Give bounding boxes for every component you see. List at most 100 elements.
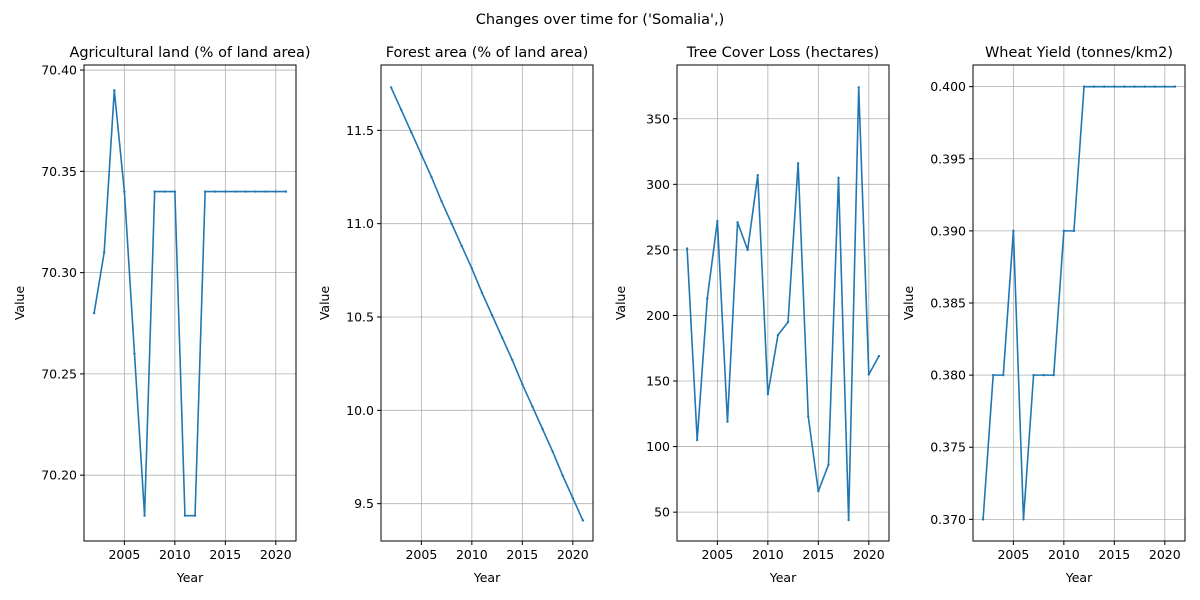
- data-point: [756, 173, 759, 177]
- data-point: [163, 190, 166, 193]
- x-tick-label: 2005: [108, 547, 140, 562]
- data-point: [480, 291, 484, 294]
- x-tick-label: 2020: [557, 547, 589, 562]
- data-point: [470, 267, 474, 270]
- data-point: [143, 514, 146, 517]
- x-tick-label: 2020: [260, 547, 292, 562]
- data-point: [837, 176, 840, 179]
- data-point: [1052, 373, 1055, 377]
- subplot-2: 2005 2010 2015 2020 9.5 10.0 10.5 11.0 11.5 Fores…: [317, 45, 594, 585]
- data-point: [440, 200, 443, 203]
- data-point: [450, 222, 453, 225]
- data-point: [102, 251, 106, 254]
- data-point: [857, 86, 860, 89]
- data-point: [716, 219, 719, 223]
- x-tick-label: 2015: [802, 547, 834, 562]
- data-point: [531, 405, 534, 408]
- data-point: [827, 463, 830, 467]
- x-tick-label: 2010: [752, 547, 784, 562]
- data-point: [1103, 85, 1106, 88]
- subplot-title: Wheat Yield (tonnes/km2): [985, 45, 1173, 61]
- data-point: [706, 297, 709, 300]
- data-point: [274, 190, 278, 193]
- y-tick-label: 300: [646, 177, 670, 192]
- data-point: [1032, 373, 1035, 377]
- plot-frame: [972, 64, 1186, 542]
- subplot-title: Forest area (% of land area): [386, 45, 589, 61]
- data-point: [796, 162, 800, 165]
- plot-frame: [380, 64, 594, 542]
- subplot-4: 2005 2010 2015 2020 0.370 0.375 0.380 0.385 0.39…: [901, 45, 1186, 585]
- x-tick-label: 2005: [997, 547, 1029, 562]
- x-tick-label: 2005: [701, 547, 733, 562]
- data-point: [410, 131, 413, 134]
- data-point: [1062, 229, 1066, 233]
- y-tick-label: 0.395: [930, 151, 966, 166]
- data-point: [1002, 373, 1005, 377]
- data-point: [1113, 85, 1116, 88]
- data-point: [736, 221, 739, 224]
- y-axis-label: Value: [12, 286, 27, 321]
- data-point: [1042, 373, 1045, 377]
- data-point: [1133, 85, 1136, 88]
- data-point: [1143, 85, 1146, 88]
- y-tick-label: 70.35: [41, 164, 77, 179]
- y-tick-label: 70.25: [41, 366, 77, 381]
- y-tick-label: 70.30: [41, 265, 77, 280]
- y-tick-label: 50: [654, 505, 670, 520]
- data-point: [244, 190, 247, 193]
- data-point: [817, 489, 820, 493]
- data-point: [1092, 85, 1096, 88]
- data-point: [183, 514, 187, 517]
- data-point: [581, 519, 585, 522]
- y-tick-label: 0.400: [930, 79, 966, 94]
- data-point: [500, 336, 504, 339]
- y-tick-label: 0.370: [930, 512, 966, 527]
- y-tick-label: 150: [646, 374, 670, 389]
- y-tick-label: 0.385: [930, 296, 966, 311]
- data-point: [123, 190, 126, 193]
- data-point: [521, 383, 524, 386]
- data-point: [981, 518, 985, 521]
- y-tick-label: 10.0: [346, 403, 374, 418]
- data-point: [786, 320, 790, 324]
- y-axis-label: Value: [317, 286, 332, 321]
- y-tick-label: 11.0: [346, 216, 374, 231]
- data-point: [264, 190, 267, 193]
- data-point: [1173, 85, 1177, 88]
- data-point: [1082, 85, 1086, 88]
- y-tick-label: 70.20: [41, 468, 77, 483]
- data-point: [877, 354, 881, 358]
- data-point: [399, 108, 403, 112]
- x-axis-label: Year: [1065, 570, 1093, 585]
- data-point: [113, 89, 116, 92]
- x-tick-label: 2005: [405, 547, 437, 562]
- data-point: [551, 450, 554, 453]
- y-tick-label: 0.375: [930, 440, 966, 455]
- y-tick-label: 11.5: [346, 123, 374, 138]
- data-point: [766, 392, 770, 396]
- data-point: [685, 247, 689, 250]
- y-tick-label: 0.390: [930, 223, 966, 238]
- series-line: [686, 86, 880, 521]
- data-point: [460, 244, 463, 248]
- data-point: [726, 420, 729, 423]
- y-tick-label: 70.40: [41, 63, 77, 78]
- y-tick-label: 9.5: [354, 496, 374, 511]
- x-tick-label: 2010: [1048, 547, 1080, 562]
- data-point: [234, 190, 237, 193]
- series-line: [390, 87, 584, 521]
- data-point: [92, 311, 96, 315]
- y-tick-label: 350: [646, 111, 670, 126]
- x-tick-label: 2020: [1149, 547, 1181, 562]
- data-point: [224, 190, 227, 193]
- x-tick-label: 2010: [159, 547, 191, 562]
- subplot-1: 2005 2010 2015 2020 70.20 70.25 70.30 70.35 70.4…: [12, 45, 311, 585]
- data-point: [571, 496, 575, 500]
- x-axis-label: Year: [769, 570, 797, 585]
- data-point: [214, 190, 217, 193]
- x-tick-label: 2020: [853, 547, 885, 562]
- data-point: [420, 153, 423, 156]
